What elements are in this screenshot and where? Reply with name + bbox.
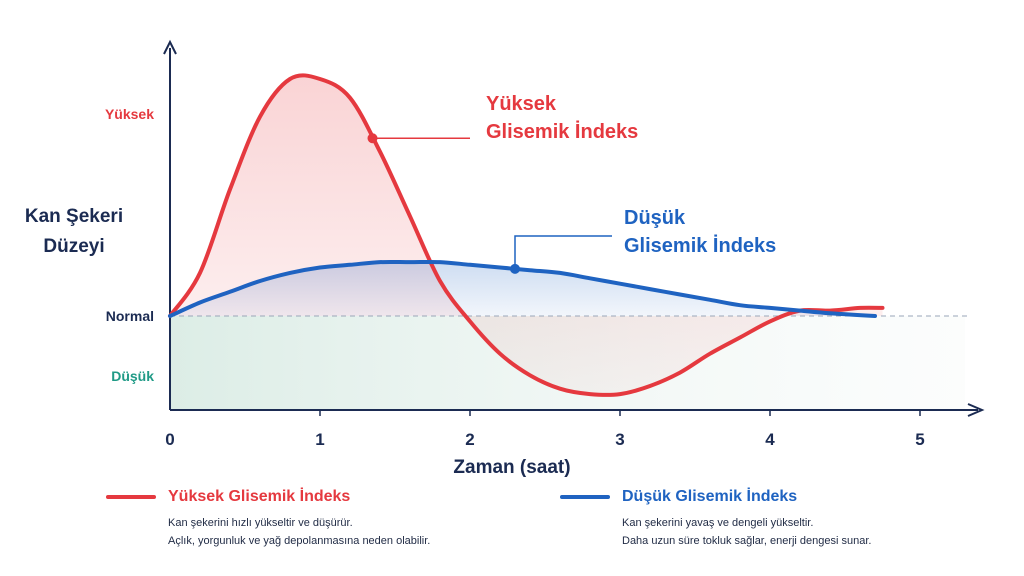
low-gi-callout-label-line-1: Düşük [624, 207, 686, 229]
legend-desc-high-gi-line-2: Açlık, yorgunluk ve yağ depolanmasına ne… [168, 535, 431, 547]
y-axis-label-line-1: Kan Şekeri [25, 206, 123, 227]
y-axis-label-line-2: Düzeyi [43, 236, 104, 257]
y-axis-arrow [163, 39, 177, 55]
low-gi-callout-line [514, 235, 612, 269]
y-level-label-yüksek: Yüksek [105, 106, 154, 122]
x-axis-arrow [967, 403, 985, 417]
y-level-label-normal: Normal [106, 308, 154, 324]
y-level-label-düşük: Düşük [111, 368, 154, 384]
low-gi-callout-label-line-2: Glisemik İndeks [624, 234, 776, 257]
legend-desc-high-gi-line-1: Kan şekerini hızlı yükseltir ve düşürür. [168, 517, 353, 529]
x-axis-label: Zaman (saat) [453, 457, 570, 478]
x-tick-label: 4 [765, 430, 775, 449]
x-tick-label: 0 [165, 430, 174, 449]
legend-title-low-gi: Düşük Glisemik İndeks [622, 488, 798, 505]
legend-title-high-gi: Yüksek Glisemik İndeks [168, 488, 351, 505]
high-gi-marker [367, 133, 378, 144]
legend-swatch-high-gi [106, 495, 156, 499]
x-tick-label: 5 [915, 430, 924, 449]
legend-item-high-gi: Yüksek Glisemik İndeks Kan şekerini hızl… [106, 488, 430, 550]
x-tick-label: 2 [465, 430, 474, 449]
legend-desc-low-gi-line-1: Kan şekerini yavaş ve dengeli yükseltir. [622, 517, 814, 529]
high-gi-line [168, 73, 885, 397]
x-tick-label: 3 [615, 430, 624, 449]
x-tick-label: 1 [315, 430, 324, 449]
low-gi-area [170, 261, 875, 316]
low-gi-marker [510, 263, 520, 274]
high-gi-callout-label-line-2: Glisemik İndeks [486, 120, 638, 143]
high-gi-callout-label-line-1: Yüksek [486, 93, 557, 115]
legend-swatch-low-gi [560, 495, 610, 499]
legend-item-low-gi: Düşük Glisemik İndeks Kan şekerini yavaş… [560, 488, 872, 550]
legend-desc-low-gi-line-2: Daha uzun süre tokluk sağlar, enerji den… [622, 535, 872, 547]
